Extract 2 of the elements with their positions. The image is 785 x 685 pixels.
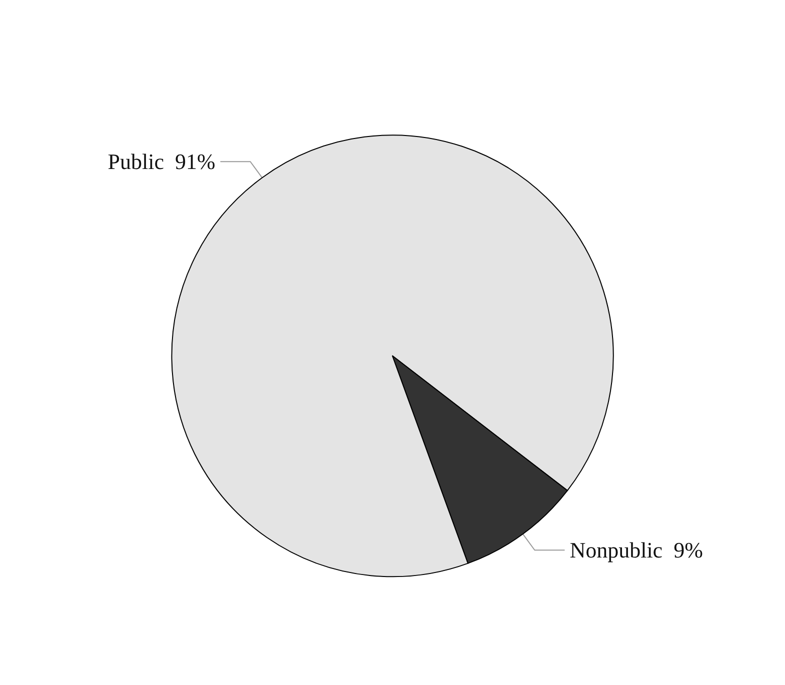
slice-label: Nonpublic 9% [570, 538, 703, 563]
slice-label: Public 91% [108, 149, 216, 174]
